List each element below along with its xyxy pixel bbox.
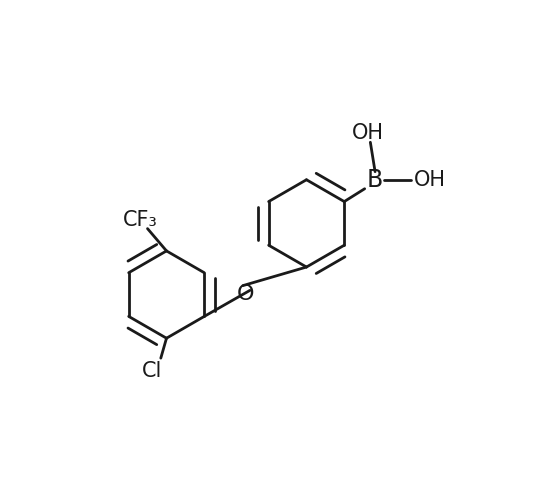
Text: Cl: Cl xyxy=(142,361,163,382)
Text: O: O xyxy=(236,284,254,304)
Text: B: B xyxy=(367,168,383,192)
Text: OH: OH xyxy=(352,123,384,143)
Text: CF₃: CF₃ xyxy=(123,210,158,230)
Text: OH: OH xyxy=(413,170,446,190)
